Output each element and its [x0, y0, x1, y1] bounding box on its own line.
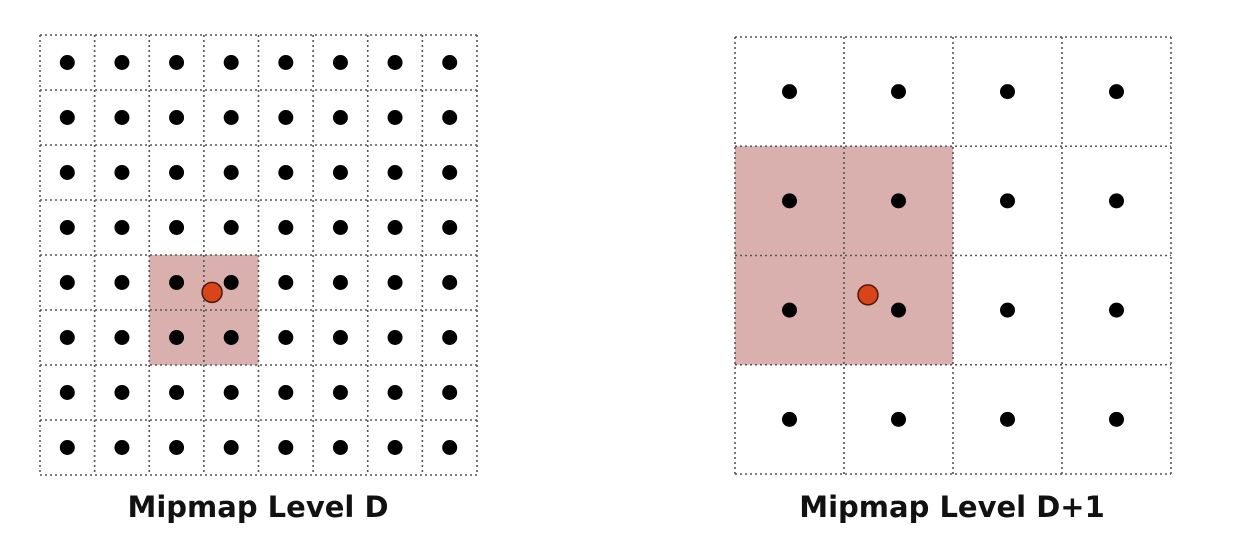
texel-dot: [114, 330, 130, 345]
texel-dot: [387, 330, 403, 345]
texel-dot: [278, 275, 294, 290]
texel-dot: [223, 385, 239, 400]
texel-dot: [442, 165, 458, 180]
texel-dot: [59, 55, 75, 70]
texel-dot: [114, 275, 130, 290]
texel-dot: [223, 330, 239, 345]
texel-dot: [278, 55, 294, 70]
texel-dot: [1109, 193, 1124, 209]
texel-dot: [442, 55, 458, 70]
texel-dot: [169, 330, 185, 345]
texel-dot: [114, 440, 130, 455]
texel-dot: [114, 110, 130, 125]
texel-dot: [332, 275, 348, 290]
texel-dot: [59, 110, 75, 125]
texel-dot: [59, 385, 75, 400]
texel-dot: [387, 165, 403, 180]
texel-dot: [169, 385, 185, 400]
texel-dot: [332, 440, 348, 455]
mipmap-level-d-plus-1-grid: [734, 36, 1172, 475]
texel-dot: [782, 84, 797, 100]
texel-dot: [332, 55, 348, 70]
texel-dot: [1109, 302, 1124, 318]
texel-dot: [169, 275, 185, 290]
texel-dot: [782, 302, 797, 318]
texel-dot: [223, 220, 239, 235]
texel-dot: [114, 220, 130, 235]
texel-dot: [782, 193, 797, 209]
texel-dot: [387, 440, 403, 455]
texel-dot: [223, 275, 239, 290]
texel-dot: [332, 330, 348, 345]
texel-dot: [1000, 193, 1015, 209]
texel-dot: [1000, 302, 1015, 318]
texel-dot: [1000, 411, 1015, 427]
texel-dot: [169, 440, 185, 455]
texel-dot: [169, 165, 185, 180]
texel-dot: [891, 193, 906, 209]
caption-mipmap-level-d: Mipmap Level D: [127, 490, 389, 524]
texel-dot: [59, 165, 75, 180]
texel-dot: [387, 275, 403, 290]
texel-dot: [332, 220, 348, 235]
texel-dot: [442, 440, 458, 455]
texel-dot: [59, 220, 75, 235]
texel-dot: [223, 165, 239, 180]
texel-dot: [1000, 84, 1015, 100]
texel-dot: [891, 84, 906, 100]
texel-dot: [169, 110, 185, 125]
texel-dot: [59, 330, 75, 345]
texel-dot: [169, 220, 185, 235]
texel-dot: [442, 275, 458, 290]
texel-dot: [223, 440, 239, 455]
texel-dot: [114, 385, 130, 400]
sample-point: [857, 284, 879, 306]
texel-dot: [387, 385, 403, 400]
texel-dot: [891, 411, 906, 427]
texel-dot: [442, 220, 458, 235]
texel-dot: [169, 55, 185, 70]
texel-dot: [59, 440, 75, 455]
texel-dot: [442, 385, 458, 400]
texel-dot: [114, 165, 130, 180]
texel-dot: [387, 55, 403, 70]
mipmap-level-d-grid: [39, 34, 478, 476]
texel-dot: [1109, 411, 1124, 427]
texel-dot: [278, 110, 294, 125]
texel-dot: [782, 411, 797, 427]
texel-dot: [114, 55, 130, 70]
caption-mipmap-level-d-plus-1: Mipmap Level D+1: [799, 490, 1105, 524]
texel-dot: [442, 330, 458, 345]
texel-dot: [891, 302, 906, 318]
texel-dot: [59, 275, 75, 290]
texel-dot: [332, 110, 348, 125]
texel-dot: [278, 385, 294, 400]
texel-dot: [332, 385, 348, 400]
texel-dot: [1109, 84, 1124, 100]
texel-dot: [278, 330, 294, 345]
texel-dot: [387, 220, 403, 235]
texel-dot: [278, 220, 294, 235]
texel-dot: [278, 165, 294, 180]
sample-point: [201, 281, 223, 304]
texel-dot: [278, 440, 294, 455]
texel-dot: [387, 110, 403, 125]
texel-dot: [223, 110, 239, 125]
texel-dot: [332, 165, 348, 180]
texel-dot: [223, 55, 239, 70]
texel-dot: [442, 110, 458, 125]
